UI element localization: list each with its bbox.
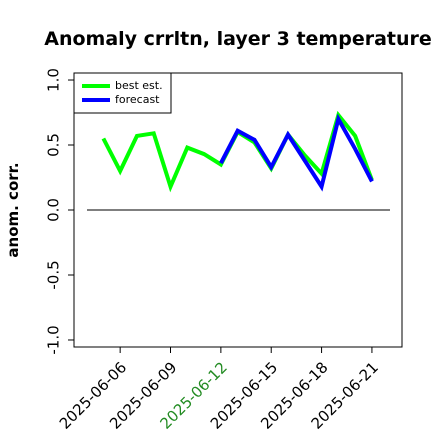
y-tick-label: 0.5	[45, 133, 63, 157]
y-tick-label: -1.0	[45, 325, 63, 354]
y-tick-label: 1.0	[45, 68, 63, 92]
y-axis-label: anom. corr.	[4, 162, 22, 257]
chart-title: Anomaly crrltn, layer 3 temperature	[44, 28, 432, 50]
y-tick-label: -0.5	[45, 260, 63, 289]
series-line	[219, 113, 374, 192]
legend-label: best est.	[115, 79, 163, 92]
y-tick-label: 0.0	[45, 198, 63, 222]
plot-frame	[73, 72, 403, 348]
legend-box	[73, 72, 172, 114]
legend-label: forecast	[115, 93, 160, 106]
